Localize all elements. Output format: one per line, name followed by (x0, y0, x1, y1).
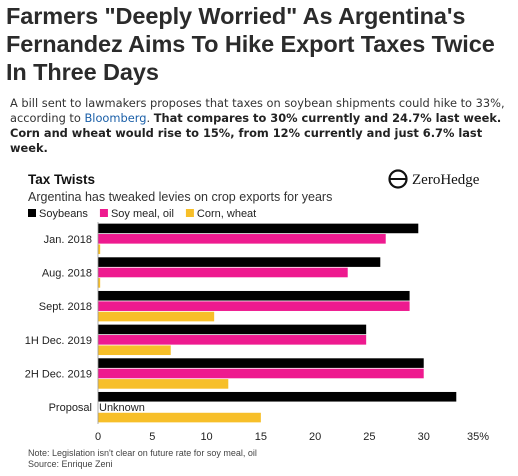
x-tick-labels: 0 5 10 15 20 25 30 35% (95, 431, 489, 443)
bar-soybeans-jan-2018 (98, 223, 419, 234)
zerohedge-logo-icon (388, 169, 408, 189)
zerohedge-logo: ZeroHedge (388, 169, 480, 189)
annotation-unknown: Unknown (99, 402, 145, 414)
bar-corn-wheat-proposal (98, 412, 261, 423)
x-tick-10: 10 (200, 431, 212, 443)
x-tick-35: 35% (467, 431, 489, 443)
bloomberg-link[interactable]: Bloomberg (84, 111, 147, 125)
x-tick-20: 20 (309, 431, 321, 443)
bar-soy-meal-oil-sept-2018 (98, 301, 410, 311)
category-label-sept-2018: Sept. 2018 (39, 301, 92, 313)
article-summary: A bill sent to lawmakers proposes that t… (10, 96, 510, 156)
legend-label-soy-meal-oil: Soy meal, oil (111, 208, 174, 220)
summary-emphasis: That compares to 30% currently and 24.7%… (10, 111, 502, 155)
headline: Farmers "Deeply Worried" As Argentina's … (6, 3, 495, 85)
bar-corn-wheat-2h-dec-2019 (98, 379, 229, 389)
bar-soybeans-aug-2018 (98, 257, 381, 267)
legend-label-corn-wheat: Corn, wheat (197, 208, 256, 220)
bar-soy-meal-oil-1h-dec-2019 (98, 335, 367, 345)
chart-subtitle: Argentina has tweaked levies on crop exp… (28, 190, 332, 204)
bar-soybeans-2h-dec-2019 (98, 358, 424, 368)
bar-soy-meal-oil-jan-2018 (98, 234, 386, 244)
x-tick-25: 25 (363, 431, 375, 443)
chart-title: Tax Twists (28, 172, 95, 187)
bar-soybeans-1h-dec-2019 (98, 324, 367, 335)
x-tick-0: 0 (95, 431, 101, 443)
bars (98, 223, 457, 423)
summary-separator: . (146, 111, 154, 125)
annotations: Unknown (99, 402, 145, 414)
category-label-1h-dec-2019: 1H Dec. 2019 (25, 335, 92, 347)
zerohedge-logo-text: ZeroHedge (412, 172, 480, 188)
x-tick-5: 5 (149, 431, 155, 443)
chart-footnote: Note: Legislation isn't clear on future … (28, 448, 257, 458)
bar-soy-meal-oil-aug-2018 (98, 267, 348, 278)
legend-swatch-soy-meal-oil (99, 209, 108, 217)
category-label-aug-2018: Aug. 2018 (42, 268, 92, 280)
summary-text: A bill sent to lawmakers proposes that t… (10, 96, 505, 125)
legend-label-soybeans: Soybeans (39, 208, 88, 220)
category-labels: Jan. 2018 Aug. 2018 Sept. 2018 1H Dec. 2019… (25, 234, 92, 414)
bar-corn-wheat-sept-2018 (98, 311, 215, 322)
category-label-proposal: Proposal (49, 402, 92, 414)
x-tick-30: 30 (418, 431, 430, 443)
bar-soy-meal-oil-2h-dec-2019 (98, 368, 424, 379)
bar-corn-wheat-jan-2018 (98, 244, 101, 255)
x-tick-15: 15 (255, 431, 267, 443)
bar-soybeans-proposal (98, 391, 457, 402)
category-label-2h-dec-2019: 2H Dec. 2019 (25, 369, 92, 381)
bar-soybeans-sept-2018 (98, 290, 410, 301)
legend-swatch-corn-wheat (185, 209, 194, 217)
legend-swatch-soybeans (28, 209, 36, 217)
category-label-jan-2018: Jan. 2018 (44, 234, 92, 246)
chart-source: Source: Enrique Zeni (28, 459, 113, 469)
bar-corn-wheat-1h-dec-2019 (98, 345, 171, 356)
chart-legend: Soybeans Soy meal, oil Corn, wheat (28, 208, 256, 220)
bar-corn-wheat-aug-2018 (98, 278, 101, 288)
